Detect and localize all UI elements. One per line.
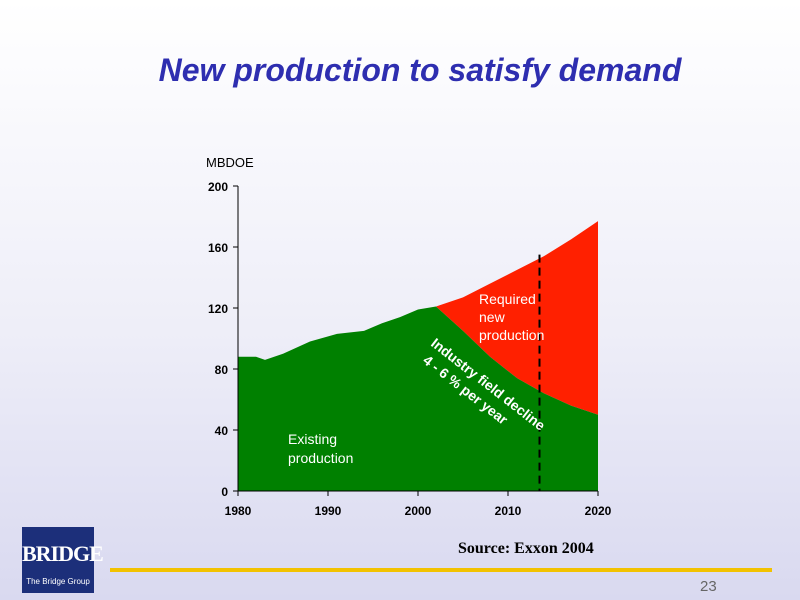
bridge-logo: BRIDGE The Bridge Group bbox=[22, 527, 104, 593]
y-tick-label: 120 bbox=[208, 302, 228, 316]
x-tick-label: 2000 bbox=[405, 504, 432, 518]
page-number: 23 bbox=[700, 578, 717, 595]
y-tick-label: 80 bbox=[215, 363, 229, 377]
footer-line bbox=[110, 568, 772, 572]
required-production-label: new bbox=[479, 309, 506, 325]
y-tick-label: 160 bbox=[208, 241, 228, 255]
x-tick-label: 1980 bbox=[225, 504, 252, 518]
y-axis-label: MBDOE bbox=[206, 155, 254, 170]
y-tick-label: 200 bbox=[208, 180, 228, 194]
required-production-area bbox=[436, 221, 598, 415]
existing-production-area bbox=[238, 306, 598, 491]
x-tick-label: 2010 bbox=[495, 504, 522, 518]
x-tick-label: 1990 bbox=[315, 504, 342, 518]
y-tick-label: 0 bbox=[221, 485, 228, 499]
source-note: Source: Exxon 2004 bbox=[458, 540, 594, 557]
logo-subtext: The Bridge Group bbox=[26, 577, 90, 586]
x-tick-label: 2020 bbox=[585, 504, 612, 518]
existing-production-label: production bbox=[288, 450, 353, 466]
required-production-label: Required bbox=[479, 291, 536, 307]
slide-title: New production to satisfy demand bbox=[158, 52, 682, 88]
required-production-label: production bbox=[479, 327, 544, 343]
logo-word: BRIDGE bbox=[22, 541, 104, 566]
existing-production-label: Existing bbox=[288, 431, 337, 447]
y-tick-label: 40 bbox=[215, 424, 229, 438]
